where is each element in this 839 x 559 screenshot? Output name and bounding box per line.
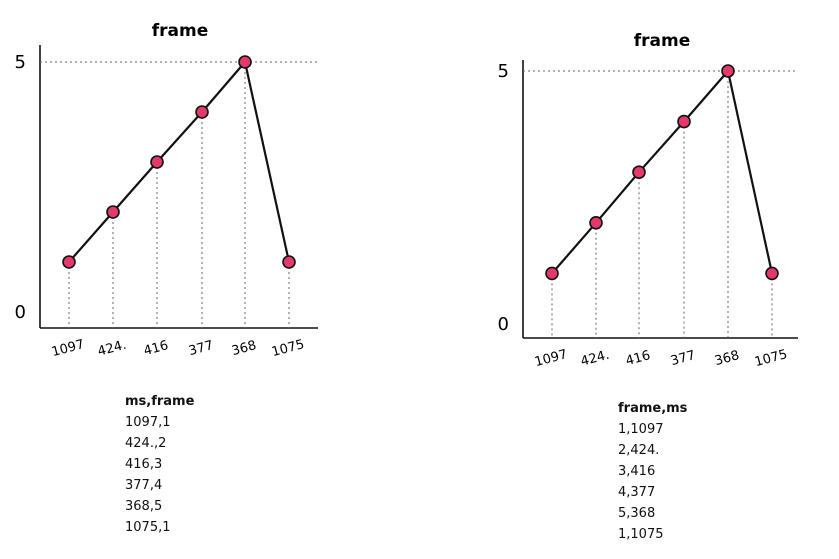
x-tick-label: 1075 xyxy=(270,337,306,360)
data-point xyxy=(545,266,559,281)
x-tick-label: 416 xyxy=(624,348,652,369)
table-row: 2,424. xyxy=(618,443,660,458)
chart-1: frame 0 5 1097 424. 416 377 368 1075 xyxy=(15,21,318,360)
table-row: 416,3 xyxy=(125,457,163,472)
data-point xyxy=(765,266,779,281)
x-tick-label: 377 xyxy=(187,338,215,359)
table-header: frame,ms xyxy=(618,401,688,416)
data-point xyxy=(106,205,120,219)
y-tick-label: 5 xyxy=(498,61,509,82)
chart-2: frame 0 5 1097 424. 416 377 368 1075 xyxy=(498,31,798,370)
data-point xyxy=(677,114,691,129)
series-line xyxy=(68,60,291,263)
table-row: 1097,1 xyxy=(125,415,171,430)
data-point xyxy=(195,105,209,119)
y-tick-label: 0 xyxy=(498,314,509,335)
series-line xyxy=(551,69,774,275)
y-tick-label: 0 xyxy=(15,302,26,323)
x-tick-label: 368 xyxy=(230,338,258,359)
table-row: 377,4 xyxy=(125,478,163,493)
table-row: 5,368 xyxy=(618,506,656,521)
x-tick-label: 424. xyxy=(579,348,611,370)
data-point xyxy=(632,165,646,179)
chart-title: frame xyxy=(152,21,209,41)
table-row: 1075,1 xyxy=(125,520,171,535)
x-tick-label: 1097 xyxy=(533,347,569,370)
data-table-frame-ms: frame,ms 1,1097 2,424. 3,416 4,377 5,368 1,107… xyxy=(618,398,687,545)
table-row: 1,1097 xyxy=(618,422,664,437)
x-tick-label: 1075 xyxy=(753,347,789,370)
table-row: 4,377 xyxy=(618,485,656,500)
data-point xyxy=(238,55,252,69)
data-point xyxy=(150,155,164,169)
table-row: 3,416 xyxy=(618,464,656,479)
data-point xyxy=(589,216,603,230)
x-tick-label: 416 xyxy=(142,338,170,359)
data-point xyxy=(62,255,76,269)
data-point xyxy=(721,64,735,78)
y-tick-label: 5 xyxy=(15,52,26,73)
x-tick-label: 377 xyxy=(669,348,697,369)
chart-title: frame xyxy=(634,31,691,51)
table-header: ms,frame xyxy=(125,394,195,409)
table-row: 1,1075 xyxy=(618,527,664,542)
table-row: 368,5 xyxy=(125,499,163,514)
data-point xyxy=(282,255,296,269)
x-tick-label: 368 xyxy=(713,348,741,369)
x-tick-label: 1097 xyxy=(50,337,86,360)
table-row: 424.,2 xyxy=(125,436,167,451)
data-table-ms-frame: ms,frame 1097,1 424.,2 416,3 377,4 368,5 1075,… xyxy=(125,391,194,538)
x-tick-label: 424. xyxy=(96,338,128,360)
